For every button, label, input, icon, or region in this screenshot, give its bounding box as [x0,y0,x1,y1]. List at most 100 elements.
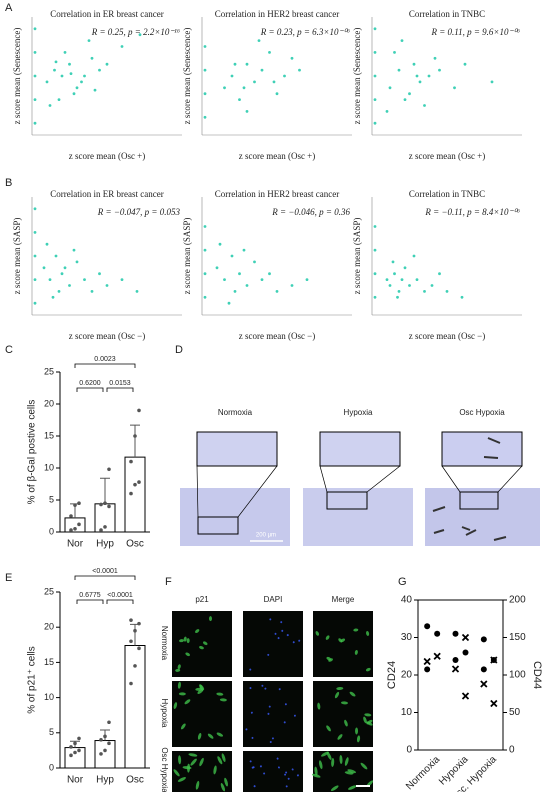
cell [184,699,191,705]
significance-bracket [76,387,104,392]
point [133,434,137,438]
point [423,104,426,107]
condition-label: Osc Hypoxia [459,408,505,417]
point [453,86,456,90]
point [33,98,37,101]
cell [178,755,182,765]
point [275,290,279,293]
chart-title: Correlation in ER breast cancer [50,9,163,19]
cell [180,723,186,730]
point [245,62,249,66]
point [83,278,86,281]
point [120,278,124,281]
cell [199,684,204,692]
point [438,272,441,276]
cell [328,658,333,662]
point [424,623,431,630]
y-tick-label: 0 [49,526,54,536]
cell [339,754,343,764]
y-tick-label: 30 [401,632,413,643]
cell [199,645,204,650]
point [452,657,459,663]
cell [353,628,359,632]
point [203,295,207,299]
cell [219,698,227,702]
point [245,284,249,287]
point [396,295,399,299]
micrograph [303,488,413,546]
bar [124,456,146,533]
cell [249,760,252,763]
y-axis-label: % of β-Gal postive cells [27,400,38,505]
point [418,80,422,84]
point [233,62,237,66]
p-value: 0.0023 [94,356,116,363]
point [403,266,407,270]
point [33,121,37,125]
cell [199,757,204,767]
cell [177,777,186,782]
cell [207,733,214,739]
zoom-box [441,431,523,467]
point [434,630,441,637]
cell [173,702,178,709]
point [490,80,494,84]
point [260,68,264,72]
y2-tick-label: 100 [509,670,526,681]
point [73,527,77,531]
cell [267,653,270,656]
cell [276,757,279,760]
point [133,628,137,633]
cell [264,687,267,690]
cell [216,692,224,696]
point [53,68,56,72]
point [433,56,437,60]
cell [202,641,208,646]
y-axis-label: z score mean (Senescence) [12,28,22,125]
chart-title: Correlation in HER2 breast cancer [215,9,339,19]
point [203,92,207,96]
fluorescence-tile [243,751,303,792]
point [373,272,377,276]
point [480,636,487,643]
point [260,278,264,281]
point [72,248,76,252]
condition-label: Normoxia [218,408,253,417]
point [45,242,49,246]
cell [186,638,190,644]
point [427,74,431,78]
cell [298,639,301,642]
y-axis-label: % of p21⁺ cells [27,646,38,714]
p-value: 0.6775 [79,592,101,599]
cell [283,721,286,724]
cell [277,637,280,640]
point [245,110,249,113]
point [412,254,416,258]
y-tick-label: 10 [401,707,413,718]
cell [251,736,254,739]
point [203,225,207,228]
cell [292,641,295,644]
roi [459,491,499,510]
point [452,630,459,637]
cell [245,728,248,731]
point [120,45,124,48]
cell [331,758,335,767]
panel-label: B [5,177,12,189]
chart-title: Correlation in ER breast cancer [50,189,163,199]
cell [326,725,331,732]
point [415,278,419,281]
p-value: 0.0153 [109,380,131,387]
y-tick-label: 25 [44,366,54,376]
x-axis-label: z score mean (Osc −) [409,331,486,341]
point [397,68,401,72]
point [480,666,487,673]
point [242,248,246,252]
cell [185,652,191,657]
cell [287,777,290,780]
y-axis-label: z score mean (SASP) [352,218,362,295]
point [33,27,37,31]
point [42,266,46,270]
point [423,290,426,293]
point [33,301,37,305]
